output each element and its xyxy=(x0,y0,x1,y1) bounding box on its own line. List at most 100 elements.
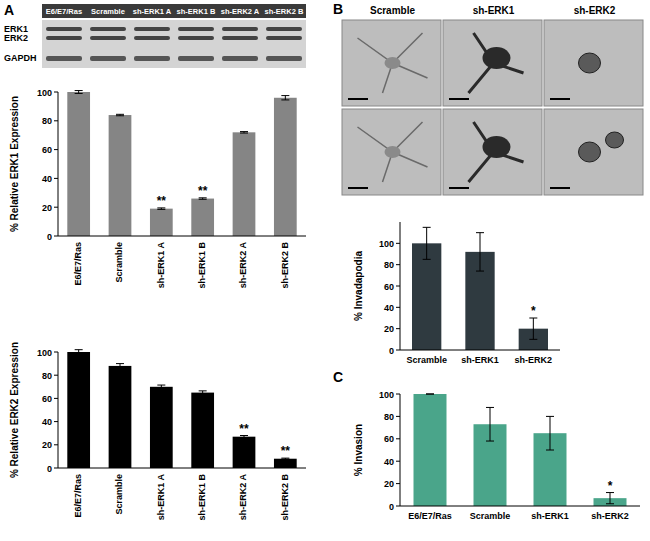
error-cap xyxy=(157,209,165,210)
error-cap xyxy=(75,90,83,91)
category-label: sh-ERK1 B xyxy=(197,242,207,289)
y-tick-label: 80 xyxy=(384,260,394,270)
cell xyxy=(483,47,511,69)
cell xyxy=(483,136,511,158)
blot-band xyxy=(90,27,126,31)
micrograph xyxy=(342,109,441,195)
y-axis-title: % Invasion xyxy=(353,424,364,476)
bar xyxy=(191,199,214,236)
bar xyxy=(67,352,90,468)
error-stem xyxy=(490,407,491,441)
category-label: Scramble xyxy=(114,242,124,283)
category-label: sh-ERK2 xyxy=(591,511,629,521)
blot-band xyxy=(222,27,258,31)
x-axis xyxy=(58,236,306,237)
y-tick-label: 20 xyxy=(384,324,394,334)
error-cap xyxy=(486,407,494,408)
y-tick xyxy=(396,243,400,244)
cell xyxy=(385,57,401,69)
error-bar xyxy=(157,385,165,388)
error-cap xyxy=(281,95,289,96)
bar-chart: E6/E7/RasScramblesh-ERK1 Ash-ERK1 B**sh-… xyxy=(9,342,306,521)
lane-label: Scramble xyxy=(91,7,125,16)
y-tick-label: 100 xyxy=(379,239,394,249)
blot-band xyxy=(266,36,302,40)
y-tick xyxy=(54,398,58,399)
panel-label: C xyxy=(333,369,343,385)
micrograph xyxy=(443,20,542,106)
error-cap xyxy=(486,441,494,442)
y-tick-label: 40 xyxy=(42,174,52,184)
error-cap xyxy=(157,385,165,386)
y-tick-label: 60 xyxy=(42,394,52,404)
blot-band xyxy=(46,27,82,31)
bar xyxy=(274,459,297,468)
bar xyxy=(274,98,297,236)
bar xyxy=(233,437,256,468)
cell-protrusion xyxy=(358,122,428,182)
bar xyxy=(150,209,173,236)
y-tick-label: 40 xyxy=(42,417,52,427)
error-cap xyxy=(423,259,431,260)
blot-band xyxy=(266,27,302,31)
error-cap xyxy=(426,394,434,395)
y-tick xyxy=(396,328,400,329)
category-label: sh-ERK1 xyxy=(461,355,499,365)
y-tick-label: 0 xyxy=(47,232,52,242)
y-tick-label: 60 xyxy=(42,145,52,155)
x-axis xyxy=(400,350,560,351)
error-cap xyxy=(116,368,124,369)
micrograph xyxy=(443,109,542,195)
error-stem xyxy=(426,227,427,259)
error-cap xyxy=(606,503,614,504)
y-tick xyxy=(396,483,400,484)
y-tick xyxy=(396,416,400,417)
bars xyxy=(67,352,296,468)
y-tick-label: 20 xyxy=(42,440,52,450)
blot-band xyxy=(178,27,214,31)
error-bar xyxy=(546,416,554,450)
y-tick xyxy=(54,352,58,353)
error-cap xyxy=(546,416,554,417)
error-cap xyxy=(240,133,248,134)
y-tick-label: 100 xyxy=(37,348,52,358)
y-tick xyxy=(54,120,58,121)
micrograph xyxy=(544,20,643,106)
category-label: sh-ERK1 A xyxy=(156,242,166,289)
y-tick xyxy=(54,444,58,445)
bar-chart: E6/E7/RasScramble**sh-ERK1 A**sh-ERK1 Bs… xyxy=(9,88,306,289)
error-cap xyxy=(75,93,83,94)
error-bar xyxy=(426,394,434,395)
x-axis xyxy=(400,506,640,507)
y-tick-label: 20 xyxy=(42,203,52,213)
micrograph xyxy=(342,20,441,106)
cell-protrusion xyxy=(358,33,428,93)
bars xyxy=(414,394,627,506)
y-tick xyxy=(54,236,58,237)
y-tick xyxy=(54,421,58,422)
error-cap xyxy=(281,459,289,460)
y-tick xyxy=(396,506,400,507)
y-tick-label: 80 xyxy=(42,371,52,381)
error-cap xyxy=(199,390,207,391)
band-label: ERK2 xyxy=(4,33,28,43)
error-bar xyxy=(486,407,494,441)
y-tick-label: 60 xyxy=(384,282,394,292)
error-cap xyxy=(546,450,554,451)
error-cap xyxy=(423,227,431,228)
y-tick xyxy=(54,149,58,150)
scale-bar xyxy=(449,187,469,189)
error-bar xyxy=(116,114,124,115)
blot-band xyxy=(90,56,126,61)
y-tick-label: 40 xyxy=(384,303,394,313)
significance: * xyxy=(531,304,536,318)
cell-protrusion xyxy=(469,33,524,93)
y-tick-label: 80 xyxy=(42,116,52,126)
blot-band xyxy=(46,56,82,61)
cell xyxy=(385,146,401,158)
y-tick xyxy=(396,394,400,395)
bar xyxy=(412,243,441,350)
category-label: sh-ERK2 xyxy=(515,355,553,365)
error-stem xyxy=(610,493,611,504)
category-label: sh-ERK2 B xyxy=(280,242,290,289)
